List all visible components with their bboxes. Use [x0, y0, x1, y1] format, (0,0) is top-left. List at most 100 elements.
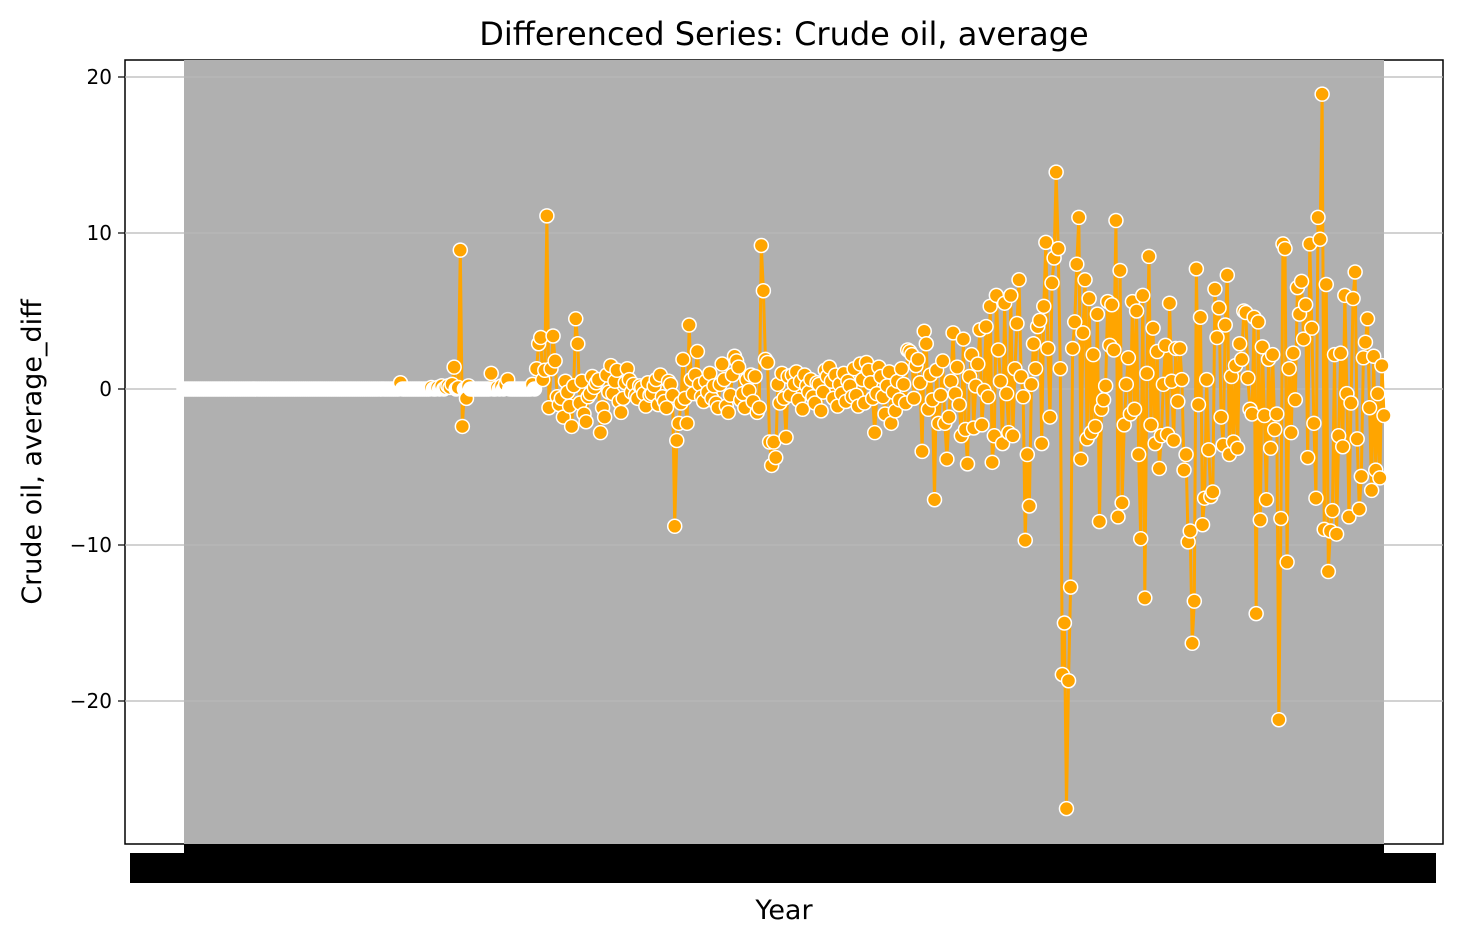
data-point — [939, 451, 955, 467]
data-point — [1374, 357, 1390, 374]
data-point — [1266, 421, 1283, 438]
data-point — [1363, 482, 1380, 499]
data-point — [1372, 470, 1388, 486]
data-point — [1069, 256, 1085, 272]
data-point — [1258, 492, 1275, 508]
data-point — [1023, 376, 1040, 393]
data-point — [1108, 212, 1124, 229]
data-point — [1314, 86, 1330, 102]
data-point — [1211, 300, 1227, 316]
data-point — [547, 353, 563, 369]
data-point — [951, 396, 968, 413]
data-point — [1192, 309, 1209, 325]
data-point — [1174, 371, 1190, 388]
data-point — [730, 359, 747, 375]
data-point — [1318, 276, 1335, 293]
data-point — [1126, 401, 1143, 418]
data-point — [1299, 449, 1316, 466]
data-point — [1031, 312, 1048, 329]
data-point — [1341, 509, 1357, 525]
data-point — [452, 242, 469, 258]
data-point — [1118, 376, 1135, 393]
data-point — [720, 404, 737, 421]
data-point — [778, 429, 794, 446]
data-point — [1058, 800, 1075, 817]
data-point — [916, 323, 932, 340]
data-point — [1198, 371, 1215, 388]
data-point — [545, 328, 561, 344]
data-point — [895, 376, 912, 393]
data-point — [1042, 409, 1058, 425]
data-point — [563, 418, 580, 435]
data-point — [1132, 531, 1149, 547]
data-point — [1351, 501, 1368, 517]
data-point — [681, 317, 697, 333]
data-point — [978, 318, 994, 335]
data-point — [813, 403, 829, 419]
data-point — [1370, 385, 1386, 402]
data-point — [1277, 240, 1293, 257]
data-point — [1213, 409, 1229, 425]
data-point — [1347, 264, 1363, 280]
data-point — [1176, 462, 1192, 478]
data-point — [1357, 334, 1374, 350]
data-point — [1025, 336, 1042, 352]
data-point — [483, 365, 499, 382]
data-point — [1324, 502, 1341, 519]
data-point — [751, 399, 768, 416]
data-point — [1359, 311, 1376, 327]
data-point — [949, 359, 965, 375]
data-point — [1353, 468, 1370, 485]
data-point — [1295, 331, 1312, 347]
y-tick-label: 0 — [99, 377, 112, 401]
data-point — [1207, 281, 1223, 297]
data-point — [914, 443, 930, 460]
data-point — [1095, 392, 1112, 408]
data-point — [1217, 317, 1233, 333]
data-point — [1141, 248, 1157, 265]
data-point — [1038, 234, 1054, 251]
data-point — [1165, 432, 1182, 449]
data-point — [1106, 342, 1122, 358]
data-point — [1254, 339, 1271, 355]
data-point — [1021, 498, 1038, 514]
data-point — [1349, 431, 1365, 447]
data-point — [1073, 451, 1089, 467]
data-point — [1009, 315, 1025, 332]
data-point — [932, 387, 949, 403]
data-point — [1005, 428, 1021, 444]
data-point — [941, 409, 957, 425]
data-point — [1240, 370, 1256, 386]
data-point — [768, 449, 784, 466]
data-point — [1320, 563, 1337, 580]
data-point — [753, 237, 770, 254]
data-point — [1308, 490, 1324, 506]
data-point — [1188, 261, 1205, 277]
data-point — [1271, 711, 1287, 728]
data-point — [1003, 287, 1019, 304]
data-point — [794, 401, 811, 418]
data-point — [1279, 554, 1295, 570]
data-point — [1306, 415, 1322, 432]
data-point — [689, 343, 706, 360]
data-point — [1062, 579, 1079, 595]
data-point — [1335, 438, 1351, 455]
data-point — [1027, 360, 1044, 377]
data-point — [1015, 389, 1031, 405]
data-point — [1328, 526, 1345, 542]
data-point — [1281, 360, 1297, 377]
data-point — [926, 492, 943, 508]
x-axis-tick-marks — [184, 844, 1384, 853]
data-point — [1097, 378, 1114, 394]
data-point — [1184, 635, 1200, 652]
data-point — [998, 385, 1015, 402]
data-point — [1250, 314, 1266, 330]
data-point — [1273, 510, 1289, 527]
data-point — [1186, 593, 1203, 609]
data-point — [1304, 320, 1320, 336]
data-point — [1293, 273, 1310, 290]
data-point — [990, 342, 1007, 358]
data-point — [1085, 346, 1102, 363]
data-point — [959, 456, 976, 472]
y-tick-label: −20 — [70, 689, 112, 713]
